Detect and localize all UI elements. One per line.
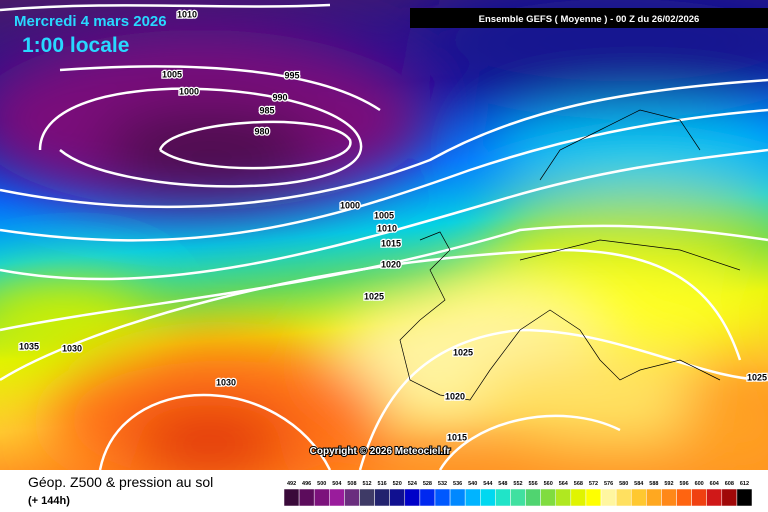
legend-label: 584 [634,481,644,487]
legend-swatch [706,488,723,507]
legend-swatch [585,488,602,507]
legend-swatch [495,488,511,507]
legend-label: 540 [468,481,477,487]
legend-label: 600 [695,481,704,487]
legend-swatch [721,488,738,507]
legend-label: 556 [529,481,538,487]
legend-label: 496 [302,481,311,487]
legend-swatch [329,488,345,507]
legend-label: 524 [408,481,418,487]
isobar-label: 1015 [447,432,467,442]
legend-swatch [449,488,466,507]
legend-label: 536 [453,481,462,487]
legend-label: 544 [483,481,493,487]
legend-swatch [283,488,300,507]
isobar-label: 1015 [381,238,401,248]
legend-swatch [555,488,572,507]
legend-swatch [510,488,526,507]
isobar-label: 1000 [179,86,199,96]
legend-swatch [615,488,632,507]
legend-swatch [600,488,617,507]
legend-swatch [661,488,677,507]
legend-swatch [404,488,421,507]
legend-swatch [676,488,692,507]
legend-label: 612 [740,481,749,487]
legend-swatch [540,488,556,507]
legend-swatch [646,488,662,507]
legend-swatch [298,488,315,507]
legend-label: 508 [347,481,356,487]
isobar-label: 1010 [377,223,397,233]
legend-label: 548 [498,481,507,487]
isobar-label: 1030 [62,343,82,353]
legend-label: 560 [544,481,553,487]
forecast-time: 1:00 locale [22,34,129,57]
model-run: Ensemble GEFS ( Moyenne ) - 00 Z du 26/0… [479,14,700,25]
legend-label: 520 [393,481,402,487]
isobar-label: 1035 [19,341,39,351]
legend-label: 572 [589,481,598,487]
legend-label: 532 [438,481,447,487]
legend-label: 588 [649,481,658,487]
isobar-label: 995 [284,70,299,80]
copyright: Copyright © 2026 Meteociel.fr [310,446,451,457]
isobar-label: 1020 [381,259,401,269]
legend-swatch [691,488,707,507]
legend-swatch [464,488,481,507]
legend-label: 492 [287,481,296,487]
isobar-label: 985 [259,105,274,115]
isobar-label: 1025 [747,372,767,382]
legend-swatch [630,488,647,507]
header-box [410,8,768,28]
isobar-label: 1010 [177,9,197,19]
legend-label: 500 [317,481,326,487]
footer-lead: (+ 144h) [28,495,70,507]
legend-swatch [374,488,390,507]
legend-label: 568 [574,481,583,487]
legend-swatch [344,488,360,507]
forecast-date: Mercredi 4 mars 2026 [14,13,167,30]
legend-swatch [525,488,541,507]
legend-label: 552 [513,481,522,487]
legend-swatch [736,488,753,507]
isobar-label: 1000 [340,200,360,210]
isobar-label: 1005 [162,69,182,79]
isobar-label: 1025 [364,291,384,301]
legend-swatch [389,488,406,507]
legend-label: 604 [710,481,720,487]
legend-swatch [480,488,496,507]
legend-swatch [359,488,375,507]
legend-label: 592 [664,481,673,487]
map [0,0,768,500]
color-legend: 492 496 500 504 508 512 516 520 524 528 532 536 540 5… [283,481,753,507]
isobar-label: 990 [272,92,287,102]
isobar-label: 1005 [374,210,394,220]
legend-label: 504 [332,481,342,487]
legend-label: 580 [619,481,628,487]
isobar-label: 1025 [453,347,473,357]
legend-label: 608 [725,481,734,487]
legend-swatch [570,488,587,507]
legend-label: 512 [362,481,371,487]
legend-swatch [434,488,451,507]
legend-swatch [313,488,330,507]
legend-label: 564 [559,481,569,487]
isobar-labels: 1010 1005 1000 995 990 985 980 1000 1005 1010 1015… [18,8,768,444]
legend-label: 516 [378,481,387,487]
legend-label: 596 [679,481,688,487]
isobar-label: 1030 [216,377,236,387]
legend-swatch [419,488,436,507]
isobar-label: 1020 [445,391,465,401]
footer-title: Géop. Z500 & pression au sol [28,474,213,490]
isobar-label: 980 [254,126,269,136]
legend-label: 528 [423,481,432,487]
legend-label: 576 [604,481,613,487]
